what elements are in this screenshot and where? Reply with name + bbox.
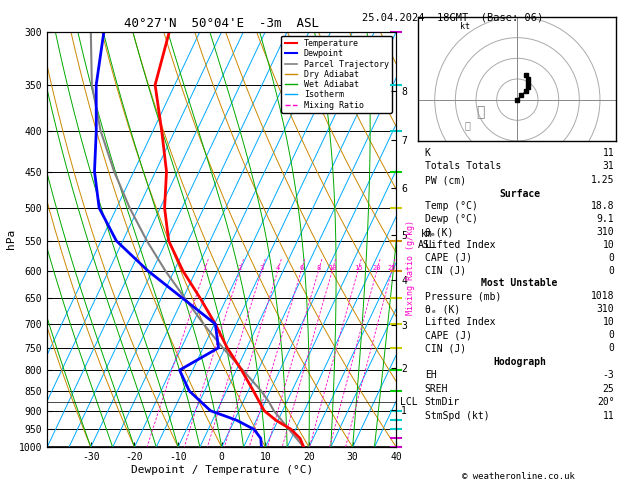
Text: 310: 310 xyxy=(597,304,615,314)
Text: CIN (J): CIN (J) xyxy=(425,343,466,353)
Text: 2: 2 xyxy=(238,265,242,271)
Legend: Temperature, Dewpoint, Parcel Trajectory, Dry Adiabat, Wet Adiabat, Isotherm, Mi: Temperature, Dewpoint, Parcel Trajectory… xyxy=(281,36,392,113)
X-axis label: Dewpoint / Temperature (°C): Dewpoint / Temperature (°C) xyxy=(131,465,313,475)
Text: K: K xyxy=(425,148,430,157)
Text: CAPE (J): CAPE (J) xyxy=(425,253,472,263)
Y-axis label: km
ASL: km ASL xyxy=(418,228,435,250)
Text: StmDir: StmDir xyxy=(425,398,460,407)
Text: © weatheronline.co.uk: © weatheronline.co.uk xyxy=(462,472,576,481)
Text: Temp (°C): Temp (°C) xyxy=(425,201,477,211)
Text: ⟳: ⟳ xyxy=(476,105,484,119)
Text: 0: 0 xyxy=(609,265,615,276)
Text: 1: 1 xyxy=(203,265,206,271)
Text: θₑ(K): θₑ(K) xyxy=(425,227,454,237)
Text: Dewp (°C): Dewp (°C) xyxy=(425,214,477,224)
Text: Most Unstable: Most Unstable xyxy=(481,278,558,289)
Text: 0: 0 xyxy=(609,330,615,340)
Text: 310: 310 xyxy=(597,227,615,237)
Text: PW (cm): PW (cm) xyxy=(425,175,466,185)
Text: 25.04.2024  18GMT  (Base: 06): 25.04.2024 18GMT (Base: 06) xyxy=(362,12,543,22)
Text: 0: 0 xyxy=(609,253,615,263)
Text: 10: 10 xyxy=(603,240,615,250)
Text: CIN (J): CIN (J) xyxy=(425,265,466,276)
Text: 10: 10 xyxy=(328,265,337,271)
Text: EH: EH xyxy=(425,370,437,380)
Text: 25: 25 xyxy=(387,265,396,271)
Text: -3: -3 xyxy=(603,370,615,380)
Text: Totals Totals: Totals Totals xyxy=(425,161,501,172)
Text: 8: 8 xyxy=(316,265,321,271)
Text: Pressure (mb): Pressure (mb) xyxy=(425,292,501,301)
Text: 10: 10 xyxy=(603,317,615,328)
Text: 15: 15 xyxy=(353,265,362,271)
Text: 20°: 20° xyxy=(597,398,615,407)
Text: 18.8: 18.8 xyxy=(591,201,615,211)
Text: 0: 0 xyxy=(609,343,615,353)
Text: 9.1: 9.1 xyxy=(597,214,615,224)
Y-axis label: hPa: hPa xyxy=(6,229,16,249)
Text: θₑ (K): θₑ (K) xyxy=(425,304,460,314)
Text: ⟳: ⟳ xyxy=(465,121,470,131)
Text: SREH: SREH xyxy=(425,384,448,394)
Text: 31: 31 xyxy=(603,161,615,172)
Title: 40°27'N  50°04'E  -3m  ASL: 40°27'N 50°04'E -3m ASL xyxy=(124,17,320,31)
Text: Hodograph: Hodograph xyxy=(493,357,546,366)
Text: Mixing Ratio (g/kg): Mixing Ratio (g/kg) xyxy=(406,220,415,315)
Text: CAPE (J): CAPE (J) xyxy=(425,330,472,340)
Text: Lifted Index: Lifted Index xyxy=(425,317,495,328)
Text: 20: 20 xyxy=(372,265,381,271)
Text: LCL: LCL xyxy=(401,397,418,407)
Text: Surface: Surface xyxy=(499,189,540,199)
Text: 6: 6 xyxy=(299,265,303,271)
Text: 4: 4 xyxy=(276,265,280,271)
Text: StmSpd (kt): StmSpd (kt) xyxy=(425,411,489,421)
Text: 1.25: 1.25 xyxy=(591,175,615,185)
Text: Lifted Index: Lifted Index xyxy=(425,240,495,250)
Text: kt: kt xyxy=(460,22,469,32)
Text: 3: 3 xyxy=(260,265,264,271)
Text: 1018: 1018 xyxy=(591,292,615,301)
Text: 25: 25 xyxy=(603,384,615,394)
Text: 11: 11 xyxy=(603,148,615,157)
Text: 11: 11 xyxy=(603,411,615,421)
